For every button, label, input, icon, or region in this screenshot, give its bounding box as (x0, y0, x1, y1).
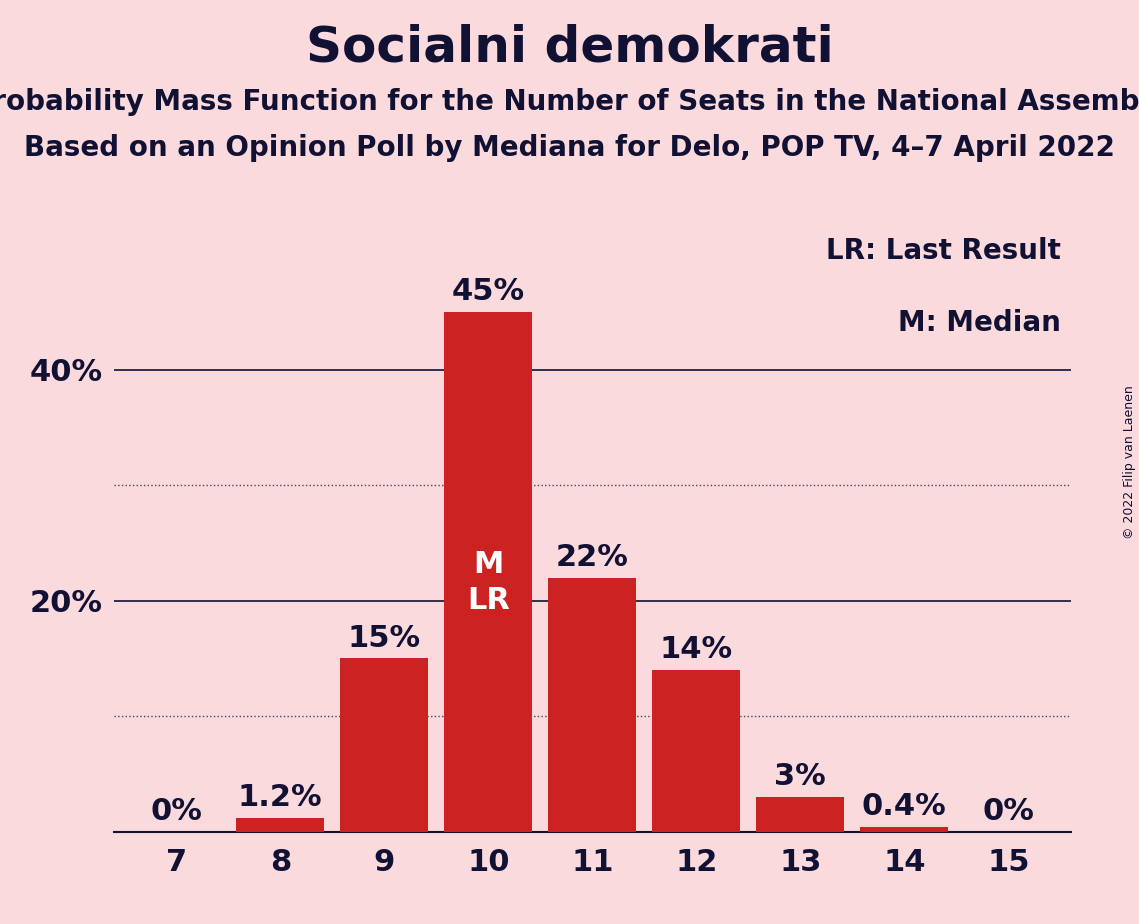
Text: 14%: 14% (659, 635, 732, 664)
Text: 3%: 3% (775, 762, 826, 791)
Text: M
LR: M LR (467, 550, 510, 614)
Bar (652, 670, 740, 832)
Bar (548, 578, 637, 832)
Text: Socialni demokrati: Socialni demokrati (305, 23, 834, 71)
Bar (236, 818, 325, 832)
Bar (756, 796, 844, 832)
Bar (341, 658, 428, 832)
Bar (444, 312, 533, 832)
Text: Probability Mass Function for the Number of Seats in the National Assembly: Probability Mass Function for the Number… (0, 88, 1139, 116)
Text: Based on an Opinion Poll by Mediana for Delo, POP TV, 4–7 April 2022: Based on an Opinion Poll by Mediana for … (24, 134, 1115, 162)
Text: 1.2%: 1.2% (238, 783, 322, 812)
Bar (860, 827, 949, 832)
Text: © 2022 Filip van Laenen: © 2022 Filip van Laenen (1123, 385, 1137, 539)
Text: 22%: 22% (556, 542, 629, 572)
Text: 15%: 15% (347, 624, 420, 652)
Text: LR: Last Result: LR: Last Result (826, 237, 1062, 265)
Text: 45%: 45% (452, 277, 525, 306)
Text: 0%: 0% (150, 796, 203, 826)
Text: 0%: 0% (982, 796, 1034, 826)
Text: 0.4%: 0.4% (862, 792, 947, 821)
Text: M: Median: M: Median (899, 309, 1062, 337)
